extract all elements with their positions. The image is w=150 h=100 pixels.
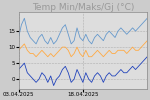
Title: Temp Min/Maks/Gj (°C): Temp Min/Maks/Gj (°C) (32, 3, 134, 12)
